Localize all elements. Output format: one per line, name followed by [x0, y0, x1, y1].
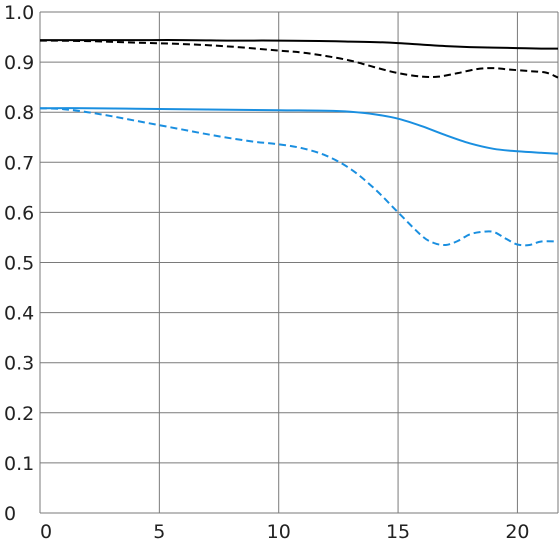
x-tick-label: 20 [505, 521, 529, 542]
y-tick-label: 0.3 [4, 353, 34, 375]
blue-solid-series-line [39, 107, 559, 155]
black-solid-series-line [40, 39, 559, 50]
blue-dashed-series-line [39, 107, 559, 247]
y-tick-label: 0.2 [4, 403, 34, 425]
x-tick-label: 5 [153, 521, 165, 542]
y-tick-label: 0 [4, 503, 16, 525]
y-tick-label: 0.6 [4, 202, 34, 224]
y-tick-label: 0.4 [4, 303, 34, 325]
black-dashed-series-line [39, 39, 559, 79]
y-tick-label: 0.9 [4, 52, 34, 74]
y-tick-label: 0.5 [4, 253, 34, 275]
x-tick-label: 0 [40, 521, 52, 542]
x-tick-label: 10 [267, 521, 291, 542]
x-tick-label: 15 [386, 521, 410, 542]
y-tick-label: 0.1 [4, 453, 34, 475]
y-tick-label: 0.8 [4, 102, 34, 124]
y-tick-label: 1.0 [4, 2, 34, 24]
y-tick-label: 0.7 [4, 152, 34, 174]
